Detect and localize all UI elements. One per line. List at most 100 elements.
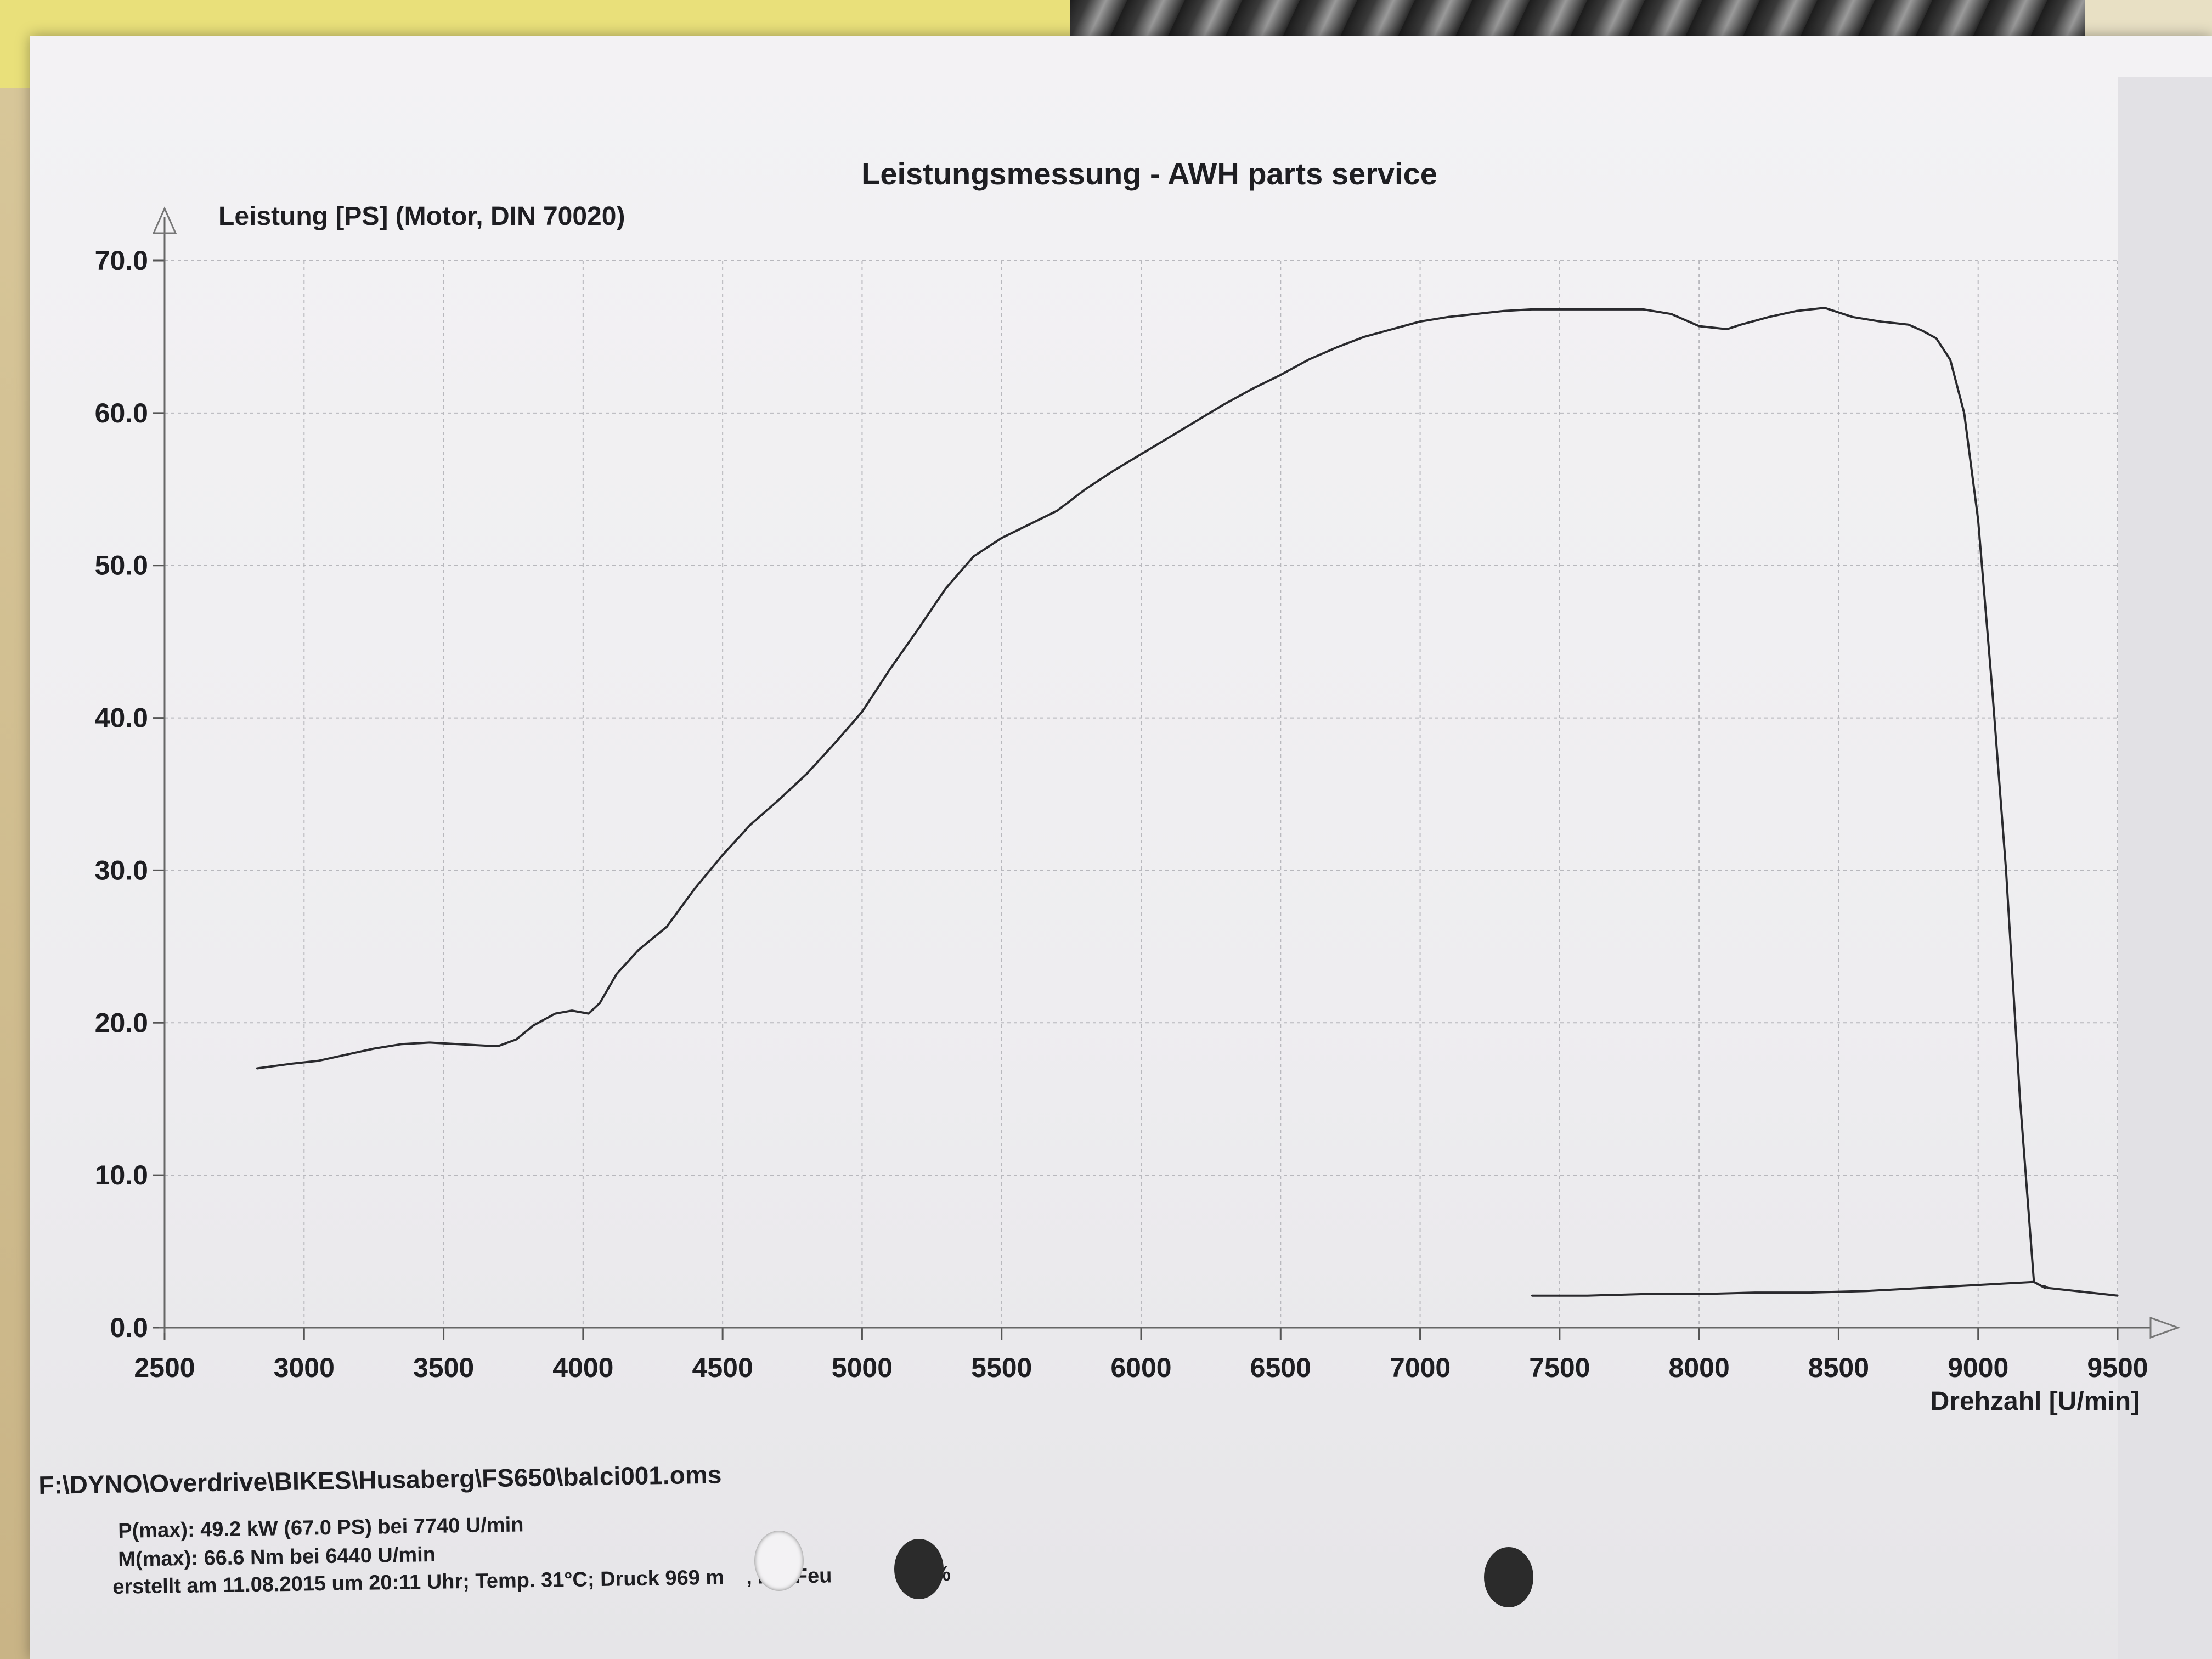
power-point [2117,1295,2119,1297]
power-point [889,668,891,670]
power-point [1531,308,1533,311]
power-point [554,1013,556,1015]
power-point [1251,387,1254,390]
power-point [1279,374,1282,376]
power-point [289,1063,291,1065]
power-point [1587,308,1589,311]
power-point [1949,359,1951,361]
chart-tick-labels: 2500 3000 3500 4000 4500 5000 5500 6000 6500 7000… [95,245,2148,1383]
power-point [2103,1293,2105,1295]
y-tick-label: 50.0 [95,550,148,581]
x-tick-label: 8000 [1669,1352,1730,1383]
power-point [917,628,919,630]
y-axis-label: Leistung [PS] (Motor, DIN 70020) [218,202,625,231]
x-tick-label: 3000 [274,1352,335,1383]
power-point [1642,308,1644,311]
y-tick-label: 20.0 [95,1007,148,1038]
power-point [400,1043,403,1045]
power-point [1196,420,1198,422]
power-point [1447,316,1449,318]
power-point [588,1013,590,1015]
power-point [2075,1290,2077,1292]
power-point [1307,359,1310,361]
power-point [1740,324,1742,326]
max-torque: M(max): 66.6 Nm bei 6440 U/min [118,1543,436,1571]
power-point [345,1054,347,1056]
power-point [1991,686,1993,689]
power-point [749,823,752,826]
coastdown-point [1921,1287,1923,1289]
chart-series [256,307,2119,1297]
dyno-printout-sheet [30,36,2212,1659]
power-point [1168,436,1170,438]
power-point [515,1039,517,1041]
y-tick-label: 30.0 [95,855,148,885]
power-point [2089,1291,2091,1294]
coastdown-point [1754,1291,1756,1294]
power-point [1559,308,1561,311]
power-point [833,743,836,745]
chart-title: Leistungsmessung - AWH parts service [861,156,1437,191]
power-point [2047,1287,2049,1289]
power-point [1921,330,1923,332]
power-point [428,1041,431,1043]
power-point [1391,328,1393,330]
power-point [2019,1098,2021,1100]
power-point [616,973,618,975]
power-point [693,888,696,890]
x-tick-label: 6500 [1250,1352,1311,1383]
y-tick-label: 40.0 [95,703,148,733]
x-tick-label: 7500 [1529,1352,1590,1383]
x-tick-label: 5000 [832,1352,893,1383]
punch-hole [1484,1547,1533,1607]
power-point [1140,453,1142,455]
power-point [777,799,780,802]
power-point [1908,324,1910,326]
y-tick-label: 10.0 [95,1160,148,1190]
x-tick-label: 3500 [413,1352,474,1383]
y-tick-label: 0.0 [110,1312,148,1343]
power-point [1615,308,1617,311]
power-point [1112,470,1114,472]
coastdown-point [1587,1295,1589,1297]
coastdown-point [2033,1281,2035,1283]
y-axis-arrow [152,206,177,234]
coastdown-point [1977,1284,1979,1286]
coastdown-point [1698,1293,1700,1295]
coastdown-point [1531,1295,1533,1297]
x-tick-label: 8500 [1808,1352,1869,1383]
power-point [1419,320,1421,323]
x-tick-label: 7000 [1390,1352,1451,1383]
y-tick-label: 70.0 [95,245,148,276]
coastdown-point [2044,1287,2046,1289]
power-point [373,1048,375,1049]
power-point [1698,325,1700,327]
x-tick-label: 6000 [1110,1352,1171,1383]
power-point [498,1045,500,1047]
power-point [638,949,640,951]
power-point [532,1025,534,1027]
power-point [1475,313,1477,315]
coastdown-point [1642,1293,1644,1295]
chart-grid [165,260,2118,1328]
x-tick-label: 2500 [134,1352,195,1383]
power-point [456,1043,459,1045]
power-point [2061,1289,2063,1290]
x-tick-label: 4000 [552,1352,613,1383]
punch-hole [894,1539,944,1599]
power-point [1224,403,1226,405]
power-point [805,773,808,775]
power-point [1880,320,1882,323]
power-point [1796,310,1798,312]
power-point [1335,346,1338,348]
power-point [1001,537,1003,539]
punch-hole [754,1531,804,1591]
power-point [973,555,975,557]
power-point [861,711,863,713]
power-point [1084,488,1086,490]
coastdown-point [2005,1282,2007,1284]
power-point [256,1068,258,1070]
power-point [484,1045,487,1047]
power-point [1824,307,1826,309]
x-axis-label: Drehzahl [U/min] [1931,1387,2140,1416]
